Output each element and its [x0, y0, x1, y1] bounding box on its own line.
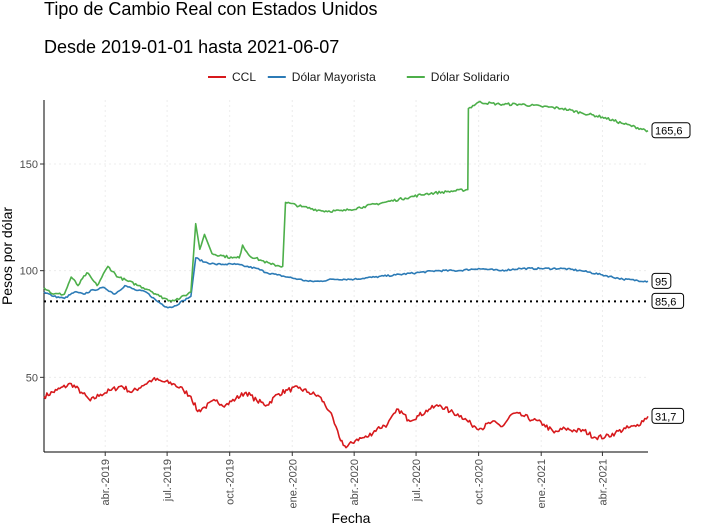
x-tick-label: abr.-2019 [100, 459, 112, 505]
grid [44, 100, 648, 452]
axes: 50 100 150 abr.-2019 jul.-2019 oct.-2019 ene.-… [20, 100, 648, 509]
end-label-d-lar-solidario-box [651, 122, 691, 139]
chart-subtitle: Desde 2019-01-01 hasta 2021-06-07 [44, 37, 339, 57]
end-label-d-lar-mayorista: 95 [655, 276, 667, 288]
y-tick-label: 50 [26, 372, 38, 384]
series-line-ccl [43, 376, 649, 449]
end-label-d-lar-mayorista-box [651, 272, 672, 289]
y-axis-title: Pesos por dólar [0, 207, 15, 305]
legend: CCL Dólar Mayorista Dólar Solidario [208, 70, 510, 84]
end-label-d-lar-solidario: 165,6 [655, 126, 683, 138]
legend-label: Dólar Solidario [431, 70, 510, 84]
end-label-ccl: 31,7 [655, 411, 676, 423]
series-line-d-lar-solidario [43, 100, 649, 302]
series-line-d-lar-mayorista [43, 257, 649, 309]
x-tick-label: ene.-2020 [287, 459, 299, 509]
y-tick-label: 150 [20, 159, 38, 171]
end-label-reference: 85,6 [655, 296, 676, 308]
x-tick-label: oct.-2020 [474, 459, 486, 505]
end-label-reference-box [651, 292, 685, 309]
x-axis-title: Fecha [332, 510, 371, 526]
x-tick-label: abr.-2020 [349, 459, 361, 505]
x-tick-label: abr.-2021 [597, 459, 609, 505]
series-group [43, 100, 649, 449]
x-tick-label: oct.-2019 [225, 459, 237, 505]
legend-label: Dólar Mayorista [292, 70, 376, 84]
x-tick-label: ene.-2021 [536, 459, 548, 509]
legend-label: CCL [232, 70, 256, 84]
chart-title: Tipo de Cambio Real con Estados Unidos [44, 0, 378, 19]
end-labels: 31,7 95 165,6 85,6 [651, 122, 691, 424]
x-tick-label: jul.-2019 [162, 459, 174, 502]
y-tick-label: 100 [20, 266, 38, 278]
x-tick-label: jul.-2020 [411, 459, 423, 502]
end-label-ccl-box [651, 407, 685, 424]
